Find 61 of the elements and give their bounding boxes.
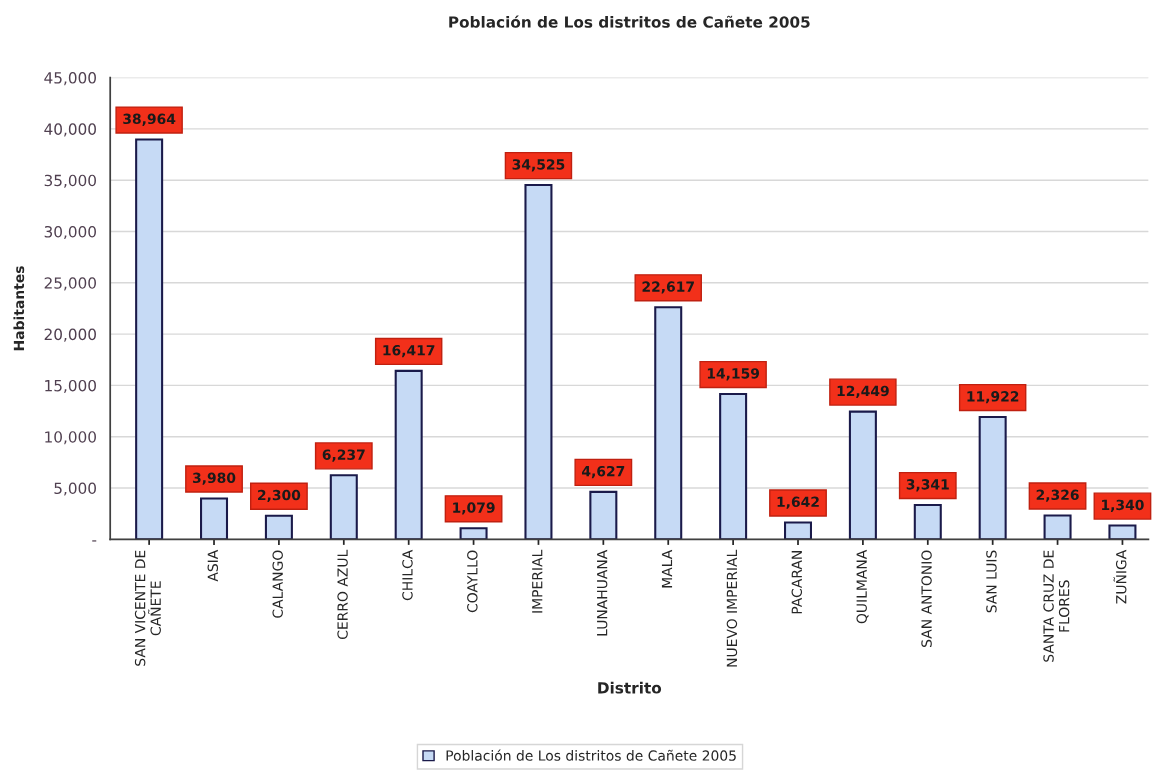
x-tick-label: COAYLLO xyxy=(467,550,478,613)
x-tick-label: SANTA CRUZ DE FLORES xyxy=(1043,550,1070,662)
data-label: 12,449 xyxy=(837,385,889,398)
x-tick-label: SAN VICENTE DE CAÑETE xyxy=(134,550,161,666)
x-tick-label: MALA xyxy=(661,549,673,588)
y-tick-label: 25,000 xyxy=(44,277,96,291)
bar xyxy=(589,490,618,540)
data-label: 1,642 xyxy=(777,496,819,509)
x-tick-label: ASIA xyxy=(207,549,219,582)
bar xyxy=(913,504,942,540)
data-label: 16,417 xyxy=(383,344,435,358)
x-tick-label: LUNAHUANA xyxy=(597,549,608,636)
bar xyxy=(459,527,488,540)
x-tick-label: CERRO AZUL xyxy=(337,549,348,639)
bar xyxy=(1043,514,1072,540)
bar xyxy=(394,369,423,540)
data-label: 6,237 xyxy=(322,449,365,462)
data-label: 3,980 xyxy=(192,472,236,485)
bar xyxy=(978,415,1007,540)
y-axis-title: Habitantes xyxy=(13,266,25,351)
data-label: 34,525 xyxy=(512,159,565,172)
x-tick-label: IMPERIAL xyxy=(532,549,543,613)
y-tick-label: 35,000 xyxy=(44,174,96,188)
bar xyxy=(719,393,748,540)
bar xyxy=(329,474,358,540)
bar xyxy=(654,306,683,540)
x-tick-label: CHILCA xyxy=(402,549,413,601)
bar xyxy=(848,410,877,540)
x-tick-label: CALANGO xyxy=(272,550,283,618)
data-label: 3,341 xyxy=(906,479,949,492)
y-tick-label: 10,000 xyxy=(45,431,96,445)
data-label: 4,627 xyxy=(582,465,625,479)
data-label: 2,326 xyxy=(1036,489,1079,502)
data-label: 2,300 xyxy=(258,489,301,503)
legend-label: Población de Los distritos de Cañete 2005 xyxy=(446,749,736,761)
chart-title: Población de Los distritos de Cañete 2005 xyxy=(449,15,810,28)
data-label: 14,159 xyxy=(707,368,760,381)
bar xyxy=(264,514,293,540)
x-tick-label: ZUÑIGA xyxy=(1113,549,1127,604)
x-tick-label: SAN LUIS xyxy=(986,550,997,613)
y-tick-label: - xyxy=(92,540,97,542)
y-tick-label: 30,000 xyxy=(44,225,96,240)
x-tick-label: NUEVO IMPERIAL xyxy=(726,549,738,667)
x-axis-title: Distrito xyxy=(598,681,662,694)
y-tick-label: 20,000 xyxy=(44,328,96,342)
x-tick-label: PACARAN xyxy=(791,551,803,614)
bar xyxy=(135,138,164,540)
x-tick-label: SAN ANTONIO xyxy=(921,550,932,647)
bar xyxy=(783,521,813,540)
data-label: 1,079 xyxy=(453,502,495,515)
x-tick-label: QUILMANA xyxy=(856,549,869,624)
bar xyxy=(524,184,553,540)
data-label: 38,964 xyxy=(123,113,176,126)
y-tick-label: 40,000 xyxy=(44,123,96,137)
data-label: 1,340 xyxy=(1102,499,1144,512)
y-tick-label: 45,000 xyxy=(44,72,96,86)
y-tick-label: 15,000 xyxy=(45,379,96,393)
data-label: 11,922 xyxy=(967,391,1019,404)
y-tick-label: 5,000 xyxy=(54,482,96,496)
data-label: 22,617 xyxy=(642,281,694,294)
bar xyxy=(200,497,229,540)
